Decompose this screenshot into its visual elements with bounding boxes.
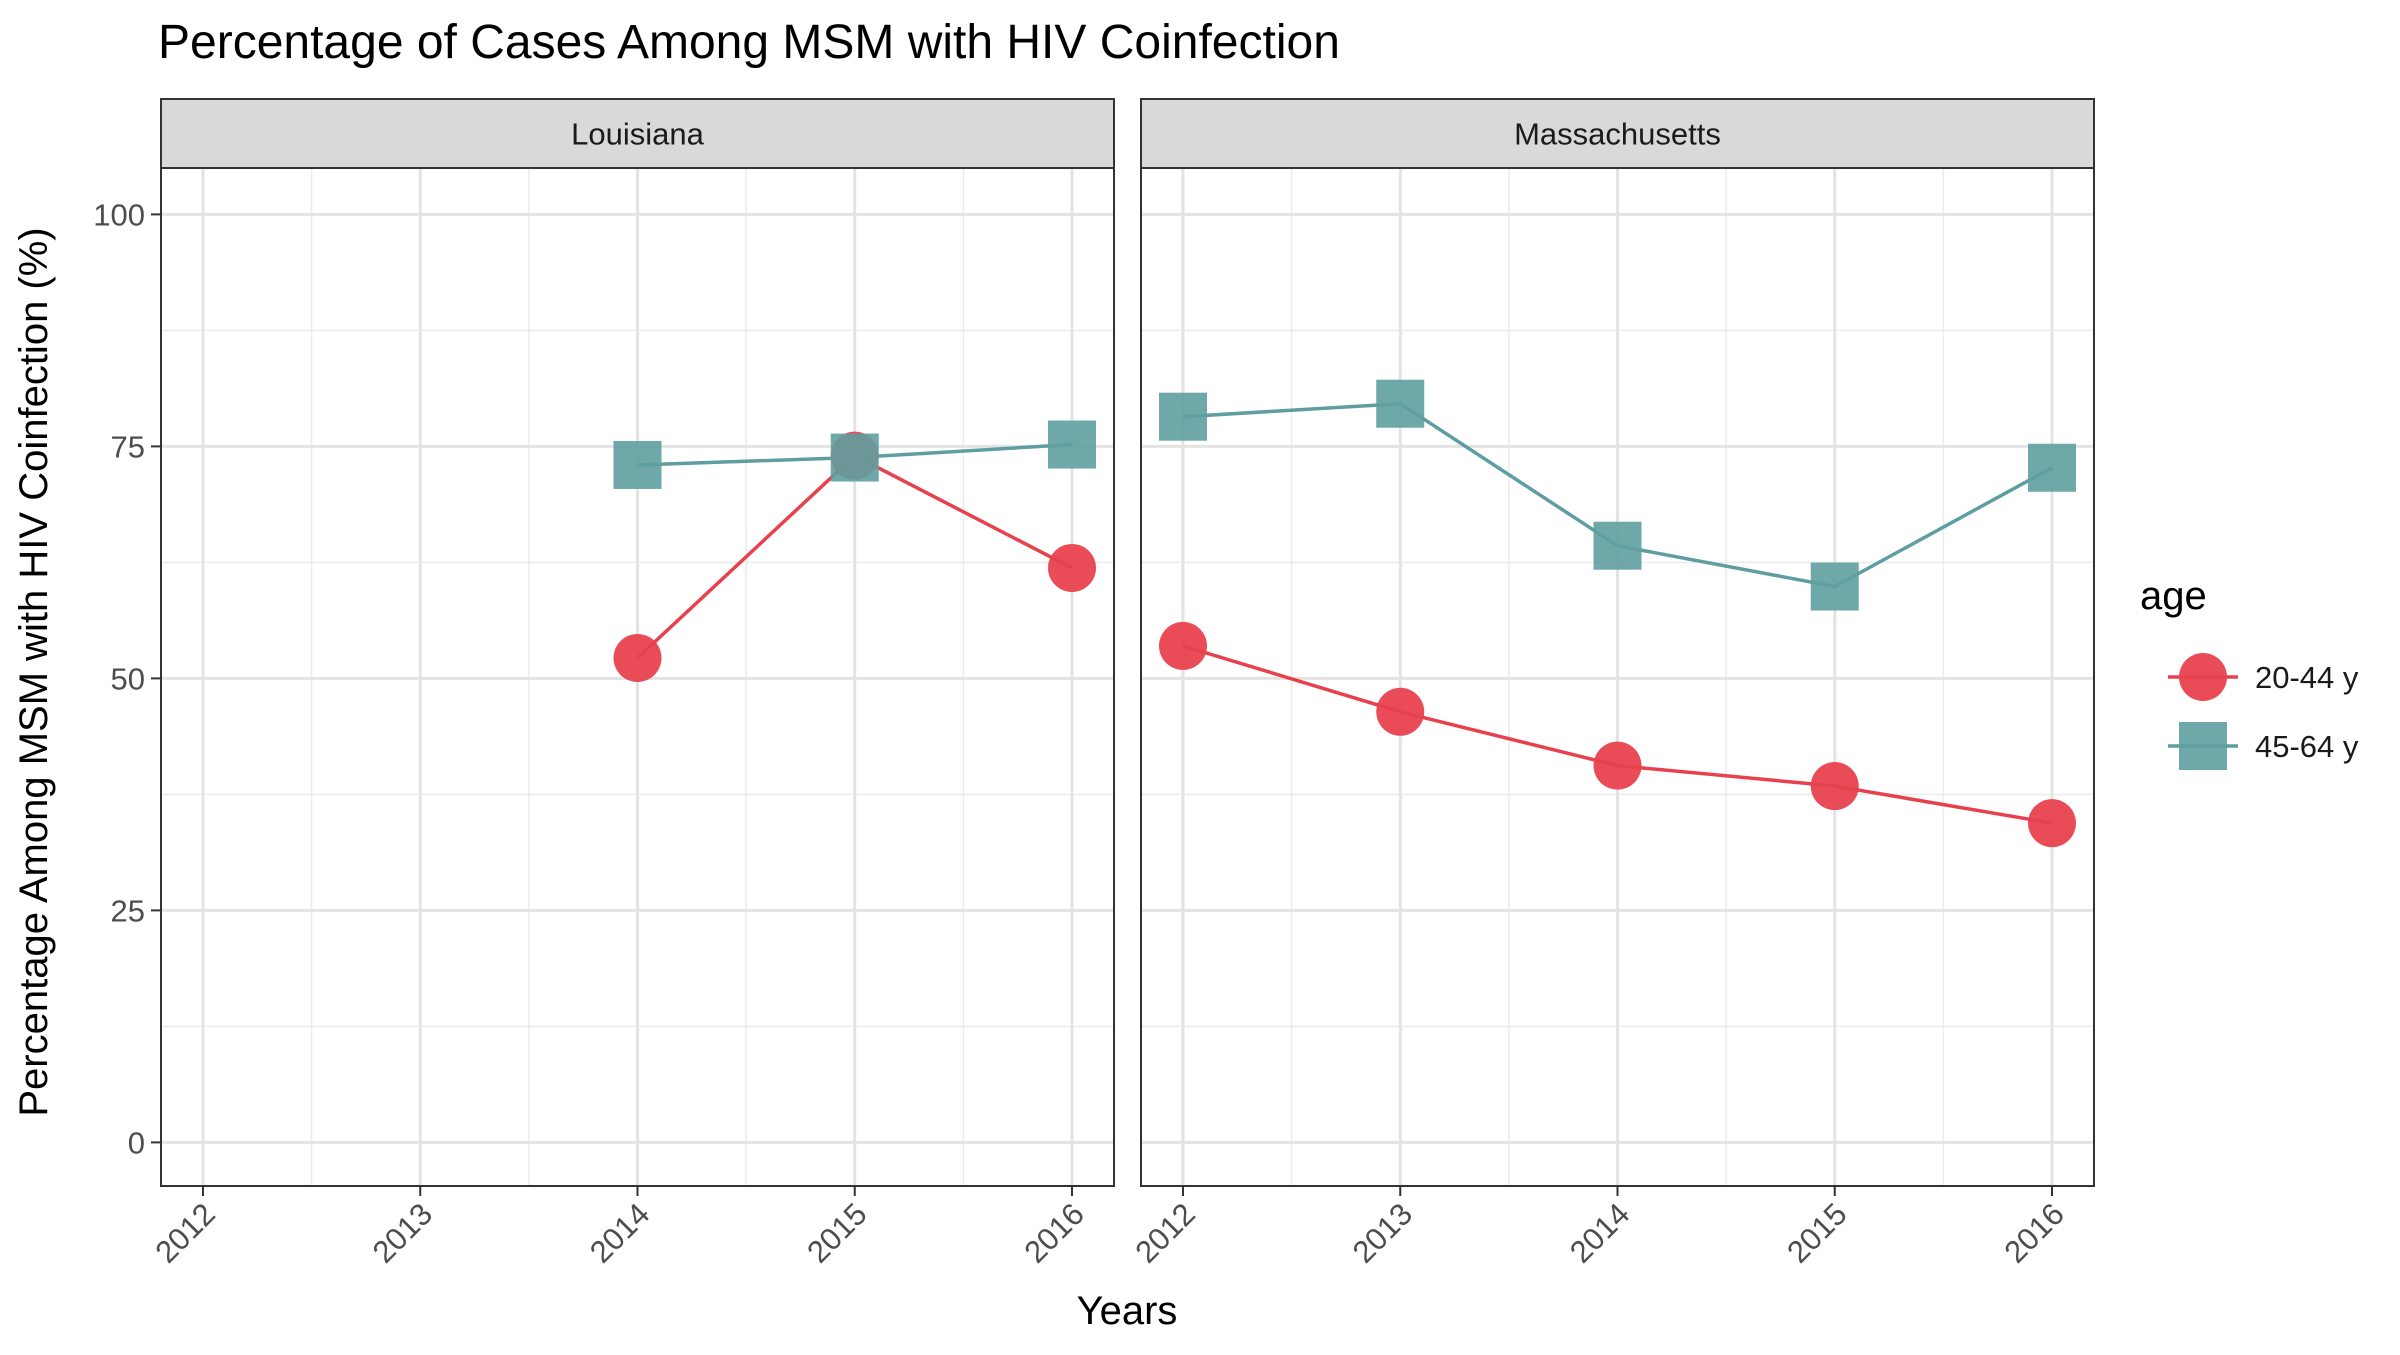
data-point-circle bbox=[1048, 543, 1096, 592]
y-axis-label: Percentage Among MSM with HIV Coinfectio… bbox=[12, 227, 56, 1116]
facet-strip bbox=[1140, 98, 2095, 169]
data-point-circle bbox=[1593, 741, 1642, 790]
data-point-square bbox=[2028, 443, 2076, 492]
data-point-square bbox=[1810, 562, 1859, 611]
legend: age 20-44 y 45-64 y bbox=[2140, 574, 2359, 770]
data-point-circle bbox=[2028, 799, 2076, 848]
data-point-circle bbox=[613, 633, 662, 682]
x-tick-label: 2014 bbox=[1563, 1196, 1637, 1270]
data-point-square bbox=[830, 433, 879, 482]
x-tick-label: 2012 bbox=[1128, 1196, 1202, 1270]
y-tick-label: 25 bbox=[111, 893, 145, 928]
data-point-square bbox=[1159, 392, 1207, 441]
data-point-square bbox=[1048, 420, 1096, 469]
facet-strip bbox=[160, 98, 1115, 169]
facet-label: Louisiana bbox=[571, 117, 704, 152]
x-tick-label: 2015 bbox=[800, 1196, 874, 1270]
x-tick-label: 2016 bbox=[1997, 1196, 2071, 1270]
y-tick-label: 50 bbox=[111, 661, 145, 696]
facet-label: Massachusetts bbox=[1514, 117, 1721, 152]
x-tick-label: 2012 bbox=[148, 1196, 222, 1270]
data-point-square bbox=[613, 440, 662, 489]
x-tick-label: 2013 bbox=[1346, 1196, 1420, 1270]
legend-label: 20-44 y bbox=[2255, 660, 2359, 695]
data-point-square bbox=[1593, 521, 1642, 570]
data-point-circle bbox=[1159, 621, 1207, 670]
legend-key-square bbox=[2179, 722, 2227, 770]
legend-key-circle bbox=[2179, 653, 2227, 701]
data-point-circle bbox=[1810, 762, 1859, 811]
data-point-square bbox=[1376, 379, 1425, 428]
y-tick-label: 0 bbox=[128, 1125, 145, 1160]
x-tick-label: 2014 bbox=[583, 1196, 657, 1270]
legend-title: age bbox=[2140, 574, 2207, 618]
x-tick-label: 2013 bbox=[366, 1196, 440, 1270]
x-tick-label: 2015 bbox=[1780, 1196, 1854, 1270]
data-point-circle bbox=[1376, 687, 1425, 736]
y-tick-label: 100 bbox=[93, 197, 145, 232]
legend-label: 45-64 y bbox=[2255, 729, 2359, 764]
chart-title: Percentage of Cases Among MSM with HIV C… bbox=[158, 16, 1340, 69]
y-tick-label: 75 bbox=[111, 429, 145, 464]
x-tick-label: 2016 bbox=[1017, 1196, 1091, 1270]
x-axis-label: Years bbox=[1077, 1289, 1178, 1333]
panels-layer: Louisiana 2012 2013 2014 2015 2016 0 25 50 75 100 M… bbox=[93, 98, 2095, 1270]
